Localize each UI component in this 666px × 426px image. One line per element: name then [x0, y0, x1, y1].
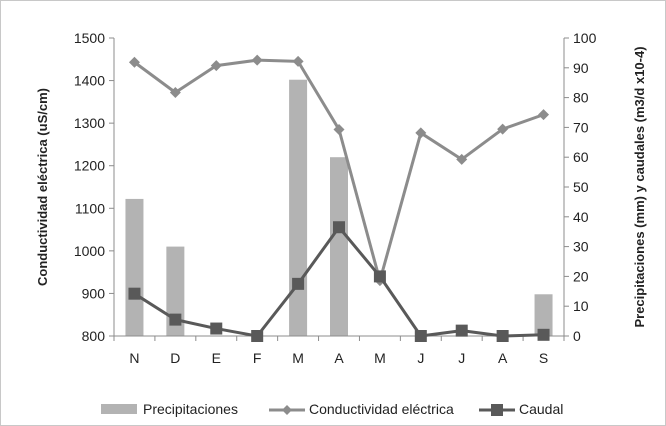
lines-layer: [128, 54, 550, 342]
conductividad-point: [292, 55, 304, 67]
caudal-point: [210, 322, 223, 335]
x-tick-label: M: [374, 350, 386, 366]
left-tick-label: 1000: [74, 243, 105, 259]
bar-precipitaciones: [125, 198, 144, 336]
right-tick-label: 90: [573, 60, 589, 76]
x-tick-label: F: [253, 350, 262, 366]
x-tick-label: E: [212, 350, 221, 366]
caudal-point: [128, 287, 141, 300]
x-tick-label: M: [292, 350, 304, 366]
right-tick-label: 0: [573, 328, 581, 344]
caudal-point: [373, 270, 386, 283]
right-tick-label: 30: [573, 239, 589, 255]
legend-swatch-precipitaciones: [101, 404, 137, 414]
legend-label-precipitaciones: Precipitaciones: [143, 401, 238, 417]
conductividad-point: [497, 123, 509, 135]
conductividad-point: [128, 56, 140, 68]
x-tick-label: D: [170, 350, 180, 366]
x-tick-label: J: [458, 350, 465, 366]
x-tick-label: A: [334, 350, 344, 366]
conductividad-point: [415, 127, 427, 139]
caudal-point: [251, 330, 264, 342]
caudal-point: [333, 221, 345, 234]
conductividad-point: [251, 54, 263, 66]
right-tick-label: 80: [573, 90, 589, 106]
legend-label-conductividad: Conductividad eléctrica: [309, 401, 454, 417]
legend: Precipitaciones Conductividad eléctrica Ca…: [101, 401, 563, 417]
right-tick-label: 40: [573, 209, 589, 225]
left-tick-label: 800: [82, 328, 106, 344]
right-tick-label: 50: [573, 179, 589, 195]
x-tick-label: N: [129, 350, 139, 366]
right-tick-label: 60: [573, 149, 589, 165]
x-tick-label: J: [417, 350, 424, 366]
ticks-layer: 800 900 1000 1100 1200 1300 1400 1500 0 10 20 30 40 5…: [74, 30, 597, 366]
caudal-point: [496, 330, 509, 342]
right-tick-label: 20: [573, 268, 589, 284]
conductividad-point: [538, 109, 550, 121]
caudal-point: [292, 277, 305, 290]
legend-marker-conductividad: [282, 405, 292, 415]
right-tick-label: 70: [573, 119, 589, 135]
left-tick-label: 900: [82, 285, 106, 301]
left-tick-label: 1300: [74, 115, 105, 131]
right-tick-label: 100: [573, 30, 597, 46]
x-tick-label: A: [498, 350, 508, 366]
x-tick-label: S: [539, 350, 548, 366]
axes-layer: [109, 37, 569, 341]
bars-layer: [125, 79, 553, 336]
right-axis-title: Precipitaciones (mm) y caudales (m3/d x1…: [632, 46, 647, 327]
caudal-point: [455, 324, 468, 337]
caudal-point: [414, 330, 427, 342]
conductividad-point: [456, 153, 468, 165]
caudal-point: [537, 328, 550, 341]
left-tick-label: 1200: [74, 158, 105, 174]
conductividad-point: [333, 124, 345, 136]
left-tick-label: 1500: [74, 30, 105, 46]
legend-label-caudal: Caudal: [519, 401, 563, 417]
caudal-point: [169, 313, 182, 326]
conductividad-point: [210, 60, 222, 72]
legend-marker-caudal: [491, 404, 503, 416]
left-axis-title: Conductividad eléctrica (uS/cm): [35, 88, 50, 286]
bar-precipitaciones: [289, 79, 308, 336]
right-tick-label: 10: [573, 298, 589, 314]
bar-precipitaciones: [330, 157, 348, 336]
bar-precipitaciones: [534, 294, 553, 336]
conductividad-point: [169, 86, 181, 98]
left-tick-label: 1400: [74, 73, 105, 89]
left-tick-label: 1100: [75, 200, 105, 216]
